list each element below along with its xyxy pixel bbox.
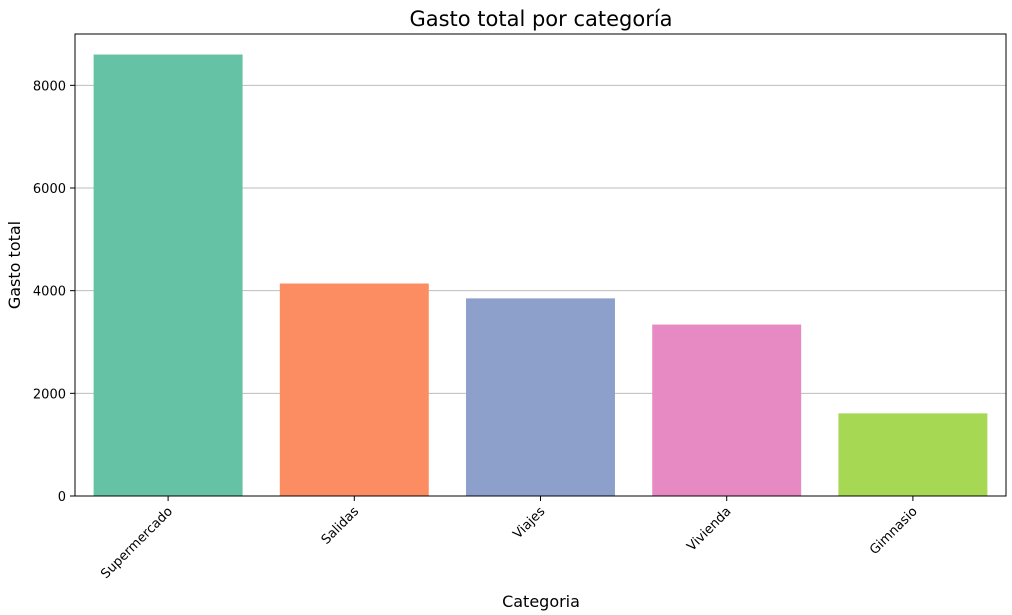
x-tick-label-vivienda: Vivienda bbox=[684, 504, 734, 554]
x-tick-label-viajes: Viajes bbox=[510, 504, 548, 542]
bar-vivienda bbox=[652, 324, 802, 496]
bar-supermercado bbox=[93, 54, 243, 497]
y-tick-label-0: 0 bbox=[58, 490, 66, 505]
bar-viajes bbox=[466, 298, 615, 496]
x-axis-label: Categoria bbox=[502, 592, 580, 611]
bar-salidas bbox=[279, 283, 429, 496]
bars bbox=[93, 54, 988, 497]
y-tick-label-1: 2000 bbox=[33, 387, 66, 402]
x-tick-label-salidas: Salidas bbox=[319, 504, 363, 548]
y-tick-label-2: 4000 bbox=[33, 285, 66, 300]
x-tick-label-supermercado: Supermercado bbox=[98, 504, 176, 582]
bar-gimnasio bbox=[838, 413, 988, 496]
x-axis-ticks: Supermercado Salidas Viajes Vivienda Gimnasi… bbox=[98, 496, 921, 582]
y-axis-ticks: 0 2000 4000 6000 8000 bbox=[33, 79, 75, 505]
y-tick-label-4: 8000 bbox=[33, 79, 66, 94]
y-tick-label-3: 6000 bbox=[33, 182, 66, 197]
chart-title: Gasto total por categoría bbox=[409, 7, 672, 31]
y-axis-label: Gasto total bbox=[5, 221, 24, 309]
x-tick-label-gimnasio: Gimnasio bbox=[867, 504, 921, 558]
